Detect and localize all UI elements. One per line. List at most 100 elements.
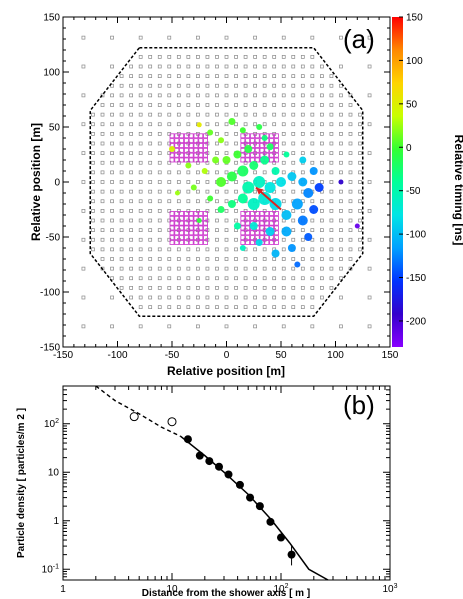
detector-station	[129, 170, 133, 175]
hit-point	[258, 192, 272, 205]
detector-station	[176, 247, 181, 252]
detector-station	[348, 141, 353, 146]
dense-detector	[240, 143, 246, 148]
detector-station	[300, 286, 305, 290]
detector-station	[281, 170, 286, 175]
hit-point	[207, 195, 214, 202]
hit-point	[239, 245, 246, 251]
detector-station	[167, 74, 172, 78]
detector-station	[138, 209, 143, 213]
detector-station	[339, 64, 343, 69]
detector-station	[91, 151, 95, 155]
detector-station	[148, 55, 153, 59]
dense-detector	[259, 230, 265, 236]
dense-detector	[274, 215, 279, 221]
detector-station	[291, 209, 296, 213]
detector-station	[367, 122, 372, 127]
detector-station	[110, 141, 114, 146]
dense-detector	[198, 211, 204, 216]
detector-station	[329, 141, 334, 146]
detector-station	[272, 295, 277, 300]
hit-point	[309, 167, 318, 175]
detector-station	[367, 295, 372, 300]
open-point	[167, 417, 177, 427]
detector-station	[348, 170, 353, 175]
detector-station	[300, 93, 305, 98]
detector-station	[348, 189, 353, 194]
detector-station	[291, 276, 296, 281]
dense-detector	[274, 138, 279, 144]
detector-station	[91, 160, 95, 165]
detector-station	[91, 189, 95, 194]
hit-point	[185, 162, 192, 169]
dense-detector	[188, 133, 194, 139]
hit-point	[239, 127, 246, 134]
detector-station	[196, 305, 200, 309]
detector-station	[157, 286, 162, 290]
detector-station	[262, 257, 267, 261]
dense-detector	[269, 220, 275, 226]
detector-station	[339, 247, 343, 252]
detector-station	[110, 103, 114, 107]
detector-station	[243, 112, 248, 117]
detector-station	[100, 218, 105, 223]
dense-detector	[193, 157, 199, 163]
dense-detector	[174, 230, 180, 236]
detector-station	[157, 141, 162, 146]
x-tick-label: 150	[382, 350, 399, 361]
panel-a-y-ticks: 150 100 50 0 -50 -100 -150	[40, 13, 390, 354]
detector-station	[339, 122, 343, 127]
detector-station	[234, 276, 238, 281]
detector-station	[148, 257, 153, 261]
detector-station	[367, 35, 372, 40]
detector-station	[358, 199, 362, 204]
detector-station	[176, 64, 181, 69]
dense-detector	[174, 157, 180, 163]
detector-station	[310, 286, 315, 290]
detector-station	[138, 199, 143, 204]
dense-detector	[245, 240, 251, 245]
detector-station	[215, 276, 219, 281]
detector-station	[310, 103, 315, 107]
detector-station	[138, 160, 143, 165]
detector-station	[281, 295, 286, 300]
detector-station	[300, 266, 305, 271]
detector-station	[215, 247, 219, 252]
detector-station	[119, 276, 124, 281]
panel-a-frame	[62, 16, 391, 348]
detector-station	[300, 209, 305, 213]
detector-station	[129, 247, 133, 252]
detector-station	[157, 295, 162, 300]
detector-station	[119, 103, 124, 107]
panel-a-ylabel: Relative position [m]	[29, 123, 43, 241]
detector-station	[129, 112, 133, 117]
detector-station	[215, 141, 219, 146]
dense-detector	[274, 133, 279, 139]
detector-station	[281, 324, 286, 329]
detector-station	[262, 305, 267, 309]
detector-station	[167, 305, 172, 309]
colorbar-tick-label: -50	[406, 186, 421, 197]
dense-detector	[254, 215, 260, 221]
detector-station	[348, 151, 353, 155]
dense-detector	[174, 215, 180, 221]
detector-station	[320, 170, 324, 175]
detector-station	[262, 247, 267, 252]
detector-station	[253, 170, 257, 175]
dense-detector	[193, 138, 199, 144]
detector-station	[215, 103, 219, 107]
detector-station	[262, 286, 267, 290]
dense-detector	[179, 215, 184, 221]
hit-point	[228, 118, 236, 125]
detector-station	[138, 305, 143, 309]
detector-station	[129, 141, 133, 146]
detector-station	[129, 160, 133, 165]
detector-station	[243, 55, 248, 59]
detector-station	[329, 151, 334, 155]
detector-station	[300, 276, 305, 281]
dense-detector	[179, 157, 184, 163]
dense-detector	[193, 211, 199, 216]
detector-station	[110, 266, 114, 271]
detector-station	[91, 180, 95, 184]
dense-detector	[259, 225, 265, 231]
